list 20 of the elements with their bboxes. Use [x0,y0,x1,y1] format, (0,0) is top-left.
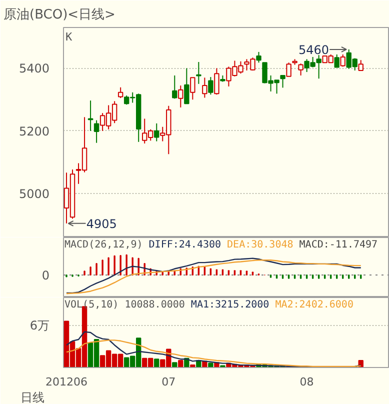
annotation: K [66,30,72,44]
text: MACD:-11.7497 [299,240,378,250]
text: MA2:2402.6000 [275,300,354,310]
y-tick-label: 5400 [18,62,50,76]
series-label: DEA:30.3048 [227,240,294,250]
x-tick-label: 07 [162,376,176,388]
text: MA1:3215.2000 [190,300,270,310]
ref-line-label: 0 [42,268,50,282]
y-tick-label: 6万 [30,318,50,332]
series-label: DIFF:24.4300 [148,240,222,250]
x-tick-label: 201206 [46,376,88,388]
x-axis-title: 日线 [20,390,44,404]
y-tick-label: 5000 [18,187,50,202]
chart-title: MACD(26,12,9) [64,240,143,250]
x-tick-label: 08 [300,376,314,388]
chart-title: VOL(5,10) 10088.0000 [64,300,185,310]
annotation: 4905 [86,216,117,231]
y-tick-label: 5200 [18,124,50,138]
chart-title: 原油(BCO)<日线> [4,8,116,22]
annotation: 5460 [298,42,330,57]
